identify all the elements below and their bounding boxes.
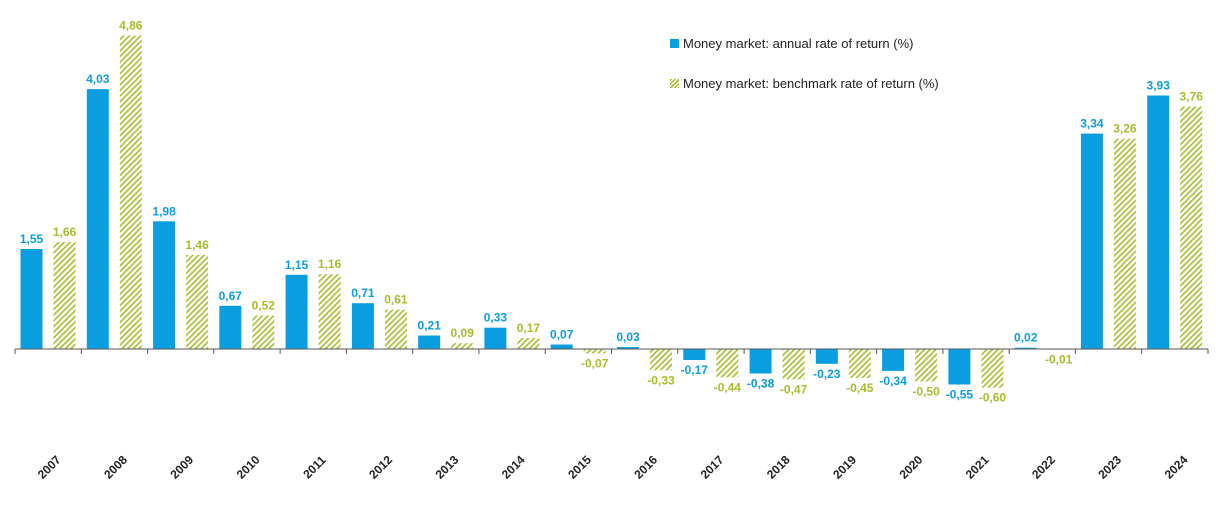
bar-annual-2023 (1080, 133, 1103, 349)
bar-annual-2015 (550, 344, 573, 349)
bar-annual-2011 (285, 274, 308, 349)
bar-benchmark-2021 (981, 349, 1004, 388)
bar-annual-2008 (86, 89, 109, 349)
data-label-benchmark-2019: -0,45 (846, 381, 874, 395)
data-label-benchmark-2011: 1,16 (318, 257, 342, 271)
data-label-benchmark-2008: 4,86 (119, 19, 143, 33)
data-label-annual-2015: 0,07 (550, 328, 574, 342)
bar-annual-2019 (815, 349, 838, 364)
x-tick-label-2024: 2024 (1162, 453, 1191, 482)
data-label-annual-2022: 0,02 (1014, 331, 1038, 345)
x-tick-label-2011: 2011 (300, 453, 329, 482)
data-label-annual-2010: 0,67 (219, 289, 243, 303)
bar-annual-2016 (617, 347, 639, 349)
data-label-annual-2013: 0,21 (418, 319, 442, 333)
bar-benchmark-2018 (782, 349, 805, 380)
data-label-benchmark-2017: -0,44 (714, 380, 742, 394)
data-label-benchmark-2014: 0,17 (517, 321, 541, 335)
legend-label-benchmark: Money market: benchmark rate of return (… (683, 75, 939, 91)
data-label-annual-2018: -0,38 (747, 377, 775, 391)
data-label-annual-2014: 0,33 (484, 311, 508, 325)
x-tick-label-2021: 2021 (963, 453, 992, 482)
bar-benchmark-2008 (119, 35, 142, 349)
data-label-annual-2009: 1,98 (152, 204, 176, 218)
bar-annual-2018 (749, 349, 772, 374)
bar-annual-2010 (219, 305, 242, 349)
bar-annual-2013 (418, 335, 441, 349)
data-label-benchmark-2007: 1,66 (53, 225, 77, 239)
data-label-annual-2020: -0,34 (879, 374, 907, 388)
bar-annual-2022 (1014, 347, 1037, 349)
legend-label-annual: Money market: annual rate of return (%) (683, 35, 914, 51)
data-label-benchmark-2023: 3,26 (1113, 122, 1137, 136)
bar-benchmark-2023 (1113, 138, 1136, 349)
bar-annual-2012 (351, 303, 374, 349)
data-label-annual-2007: 1,55 (20, 232, 44, 246)
bar-benchmark-2014 (517, 338, 540, 349)
x-tick-label-2007: 2007 (35, 453, 64, 482)
bar-benchmark-2009 (186, 254, 209, 349)
x-tick-label-2015: 2015 (565, 453, 594, 482)
data-label-benchmark-2022: -0,01 (1045, 353, 1073, 367)
data-label-benchmark-2010: 0,52 (252, 299, 276, 313)
data-label-benchmark-2009: 1,46 (185, 238, 209, 252)
data-label-benchmark-2016: -0,33 (647, 373, 675, 387)
data-label-annual-2024: 3,93 (1147, 79, 1171, 93)
bar-annual-2020 (882, 349, 905, 371)
data-label-benchmark-2013: 0,09 (451, 326, 475, 340)
bar-benchmark-2020 (915, 349, 938, 382)
x-tick-label-2023: 2023 (1095, 453, 1124, 482)
bar-annual-2007 (20, 249, 43, 349)
bar-benchmark-2010 (252, 315, 275, 349)
data-label-benchmark-2020: -0,50 (912, 384, 940, 398)
x-tick-label-2018: 2018 (764, 453, 793, 482)
bar-annual-2009 (153, 221, 176, 349)
x-tick-label-2017: 2017 (698, 453, 727, 482)
x-tick-label-2009: 2009 (167, 453, 196, 482)
bar-benchmark-2016 (650, 349, 672, 371)
bar-benchmark-2012 (384, 309, 407, 349)
bar-benchmark-2024 (1180, 106, 1203, 349)
bar-benchmark-2015 (583, 349, 606, 354)
data-label-benchmark-2018: -0,47 (780, 382, 808, 396)
x-tick-label-2020: 2020 (897, 453, 926, 482)
legend-item-annual: Money market: annual rate of return (%) (670, 33, 939, 53)
legend-swatch-benchmark (670, 78, 679, 88)
x-tick-label-2016: 2016 (631, 453, 660, 482)
data-label-benchmark-2024: 3,76 (1180, 90, 1204, 104)
data-label-benchmark-2021: -0,60 (979, 391, 1007, 405)
bar-annual-2017 (683, 349, 706, 360)
bar-benchmark-2007 (53, 241, 76, 349)
data-label-annual-2012: 0,71 (351, 286, 375, 300)
x-tick-label-2019: 2019 (830, 453, 859, 482)
bar-benchmark-2019 (848, 349, 871, 378)
x-tick-label-2008: 2008 (101, 453, 130, 482)
x-tick-label-2010: 2010 (234, 453, 263, 482)
x-tick-label-2012: 2012 (366, 453, 395, 482)
data-label-annual-2008: 4,03 (86, 72, 110, 86)
data-label-annual-2011: 1,15 (285, 258, 309, 272)
bar-annual-2014 (484, 327, 507, 349)
data-label-annual-2021: -0,55 (946, 388, 974, 402)
x-tick-label-2013: 2013 (433, 453, 462, 482)
data-label-annual-2023: 3,34 (1080, 117, 1104, 131)
bar-benchmark-2013 (451, 343, 474, 349)
bar-annual-2024 (1147, 95, 1170, 349)
chart-legend: Money market: annual rate of return (%) … (670, 33, 939, 113)
legend-item-benchmark: Money market: benchmark rate of return (… (670, 73, 939, 93)
bar-benchmark-2017 (716, 349, 739, 378)
x-tick-label-2014: 2014 (499, 453, 528, 482)
data-label-annual-2017: -0,17 (681, 363, 709, 377)
data-label-annual-2019: -0,23 (813, 367, 841, 381)
bar-annual-2021 (948, 349, 971, 385)
bar-benchmark-2011 (318, 274, 341, 349)
data-label-benchmark-2015: -0,07 (581, 357, 609, 371)
legend-swatch-annual (670, 38, 679, 48)
data-label-annual-2016: 0,03 (616, 330, 640, 344)
data-label-benchmark-2012: 0,61 (384, 293, 408, 307)
x-tick-label-2022: 2022 (1029, 453, 1058, 482)
